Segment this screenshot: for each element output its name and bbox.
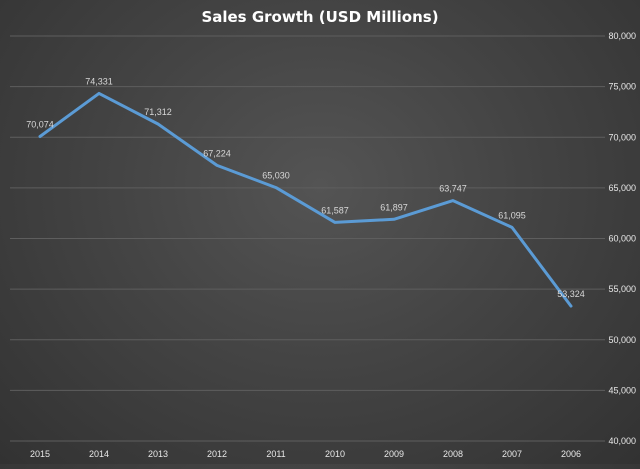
x-tick-label: 2011	[266, 449, 285, 459]
chart-title: Sales Growth (USD Millions)	[201, 8, 438, 26]
data-label: 63,747	[439, 184, 467, 194]
data-label: 67,224	[203, 148, 231, 158]
y-tick-label: 40,000	[608, 436, 636, 446]
y-tick-label: 45,000	[608, 385, 636, 395]
data-label: 61,897	[380, 202, 408, 212]
data-label: 74,331	[85, 76, 113, 86]
data-label: 53,324	[557, 289, 585, 299]
y-tick-label: 70,000	[608, 132, 636, 142]
y-tick-label: 75,000	[608, 82, 636, 92]
y-tick-label: 65,000	[608, 183, 636, 193]
x-tick-label: 2008	[443, 449, 463, 459]
data-label: 65,030	[262, 171, 290, 181]
data-label: 71,312	[144, 107, 172, 117]
x-tick-label: 2013	[148, 449, 168, 459]
series-line	[38, 91, 573, 308]
x-tick-label: 2014	[89, 449, 109, 459]
x-axis-tick-labels: 2015 2014 2013 2012 2011 2010 2009 2008 2007 2006	[30, 449, 581, 459]
x-tick-label: 2006	[561, 449, 581, 459]
x-tick-label: 2007	[502, 449, 522, 459]
y-axis-tick-labels: 40,000 45,000 50,000 55,000 60,000 65,000 70,0…	[608, 31, 636, 446]
x-tick-label: 2012	[207, 449, 227, 459]
x-tick-label: 2010	[325, 449, 345, 459]
y-tick-label: 55,000	[608, 284, 636, 294]
data-label: 61,587	[321, 205, 349, 215]
y-tick-label: 50,000	[608, 335, 636, 345]
x-tick-label: 2009	[384, 449, 404, 459]
data-label: 61,095	[498, 210, 526, 220]
data-label: 70,074	[26, 120, 54, 130]
series-line-group	[38, 91, 573, 308]
gridlines	[10, 35, 605, 442]
y-tick-label: 60,000	[608, 234, 636, 244]
data-labels: 70,074 74,331 71,312 67,224 65,030 61,587 61,8…	[26, 76, 585, 299]
y-tick-label: 80,000	[608, 31, 636, 41]
x-tick-label: 2015	[30, 449, 50, 459]
